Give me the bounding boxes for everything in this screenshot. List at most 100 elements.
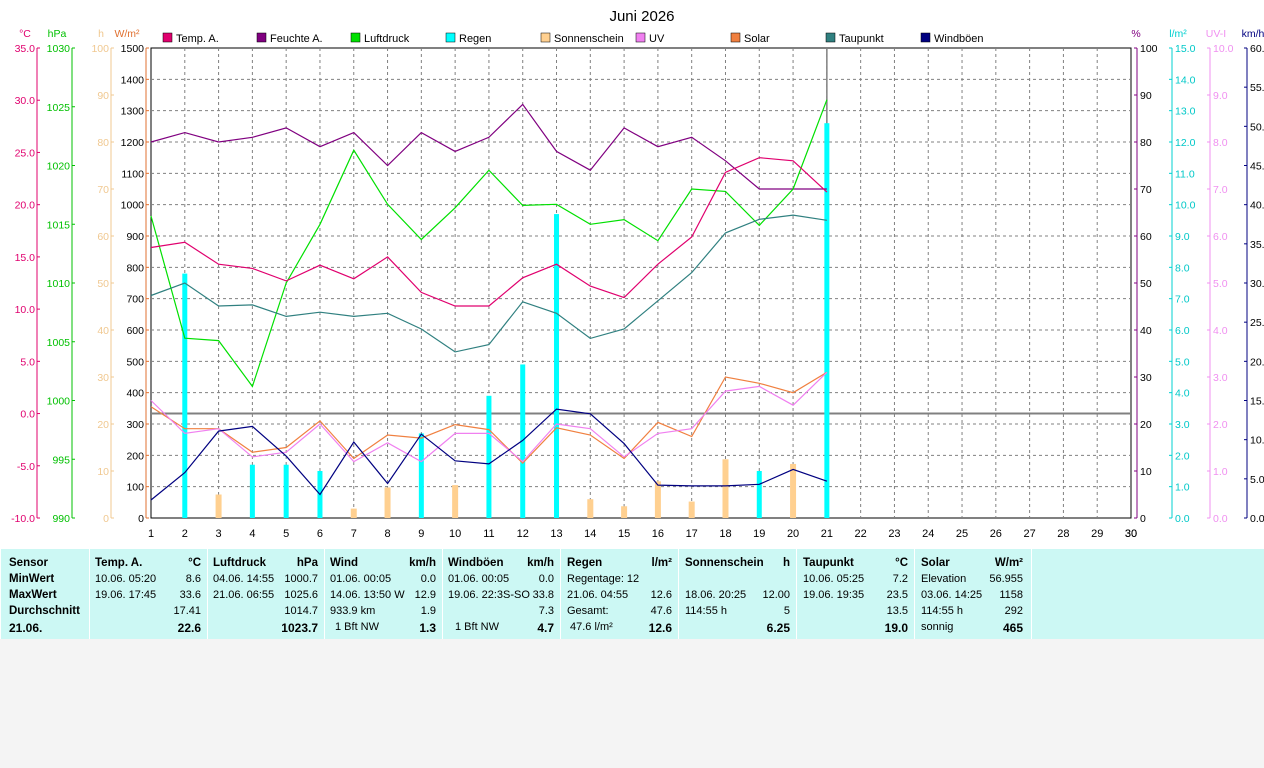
wind-min-value: 0.0 bbox=[420, 573, 436, 585]
stats-gusts: Windböen km/h 01.06. 00:05 0.0 19.06. 22… bbox=[442, 549, 560, 639]
sunshine-max-time: 18.06. 20:25 bbox=[685, 589, 747, 601]
y-tick-label: 10.0 bbox=[1213, 43, 1234, 55]
temp-min-value: 8.6 bbox=[185, 573, 201, 585]
y-tick-label: 1020 bbox=[47, 161, 71, 173]
y-tick-label: 70 bbox=[1140, 184, 1152, 196]
row-label-current: 21.06. bbox=[9, 621, 43, 635]
rain-current-label: 47.6 l/m² bbox=[570, 621, 613, 633]
solar-duration: 114:55 h bbox=[921, 605, 964, 617]
row-label-avg: Durchschnitt bbox=[9, 605, 80, 617]
solar-average: 292 bbox=[1004, 605, 1023, 617]
x-tick-label: 5 bbox=[283, 528, 289, 540]
y-tick-label: 10 bbox=[1140, 466, 1152, 478]
legend-label: Feuchte A. bbox=[270, 33, 323, 45]
rain-max-time: 21.06. 04:55 bbox=[567, 589, 629, 601]
x-tick-label: 13 bbox=[550, 528, 562, 540]
y-tick-label: 15.0 bbox=[1250, 396, 1264, 408]
x-tick-label: 21 bbox=[821, 528, 833, 540]
y-tick-label: 20 bbox=[97, 419, 109, 431]
stats-row-labels: Sensor MinWert MaxWert Durchschnitt 21.0… bbox=[0, 549, 89, 639]
y-tick-label: 9.0 bbox=[1175, 231, 1190, 243]
solar-unit: W/m² bbox=[994, 557, 1023, 569]
sunshine-max-value: 12.00 bbox=[762, 589, 790, 601]
dewpoint-min-time: 10.06. 05:25 bbox=[803, 573, 865, 585]
y-tick-label: 25.0 bbox=[1250, 317, 1264, 329]
sunshine-duration: 114:55 h bbox=[685, 605, 728, 617]
line-feuchte-a- bbox=[150, 103, 827, 190]
stats-empty bbox=[1031, 549, 1264, 639]
y-tick-label: 995 bbox=[52, 454, 70, 466]
chart-lines bbox=[150, 99, 828, 501]
y-tick-label: 50.0 bbox=[1250, 121, 1264, 133]
x-tick-label: 3 bbox=[216, 528, 222, 540]
y-tick-label: 45.0 bbox=[1250, 161, 1264, 173]
y-tick-label: 0 bbox=[103, 513, 109, 525]
temp-current: 22.6 bbox=[177, 621, 201, 635]
x-tick-label: 22 bbox=[855, 528, 867, 540]
x-tick-label: 25 bbox=[956, 528, 968, 540]
wind-current: 1.3 bbox=[419, 621, 436, 635]
wind-max-value: 12.9 bbox=[414, 589, 436, 601]
rain-current: 12.6 bbox=[648, 621, 672, 635]
y-tick-label: 8.0 bbox=[1213, 137, 1228, 149]
bar-sonnenschein bbox=[384, 487, 391, 518]
bar-sonnenschein bbox=[350, 508, 357, 518]
stats-solar: Solar W/m² Elevation 56.955 03.06. 14:25… bbox=[914, 549, 1031, 639]
bar-regen bbox=[486, 395, 492, 518]
pressure-min-value: 1000.7 bbox=[284, 573, 318, 585]
pressure-current: 1023.7 bbox=[281, 621, 318, 635]
y-tick-label: 35.0 bbox=[1250, 239, 1264, 251]
x-tick-label: 8 bbox=[384, 528, 390, 540]
y-tick-label: 6.0 bbox=[1213, 231, 1228, 243]
y-axis-unit-uvi: UV-I bbox=[1206, 28, 1226, 40]
solar-current: 465 bbox=[1002, 621, 1023, 635]
dewpoint-min-value: 7.2 bbox=[892, 573, 908, 585]
x-tick-label: 24 bbox=[922, 528, 934, 540]
solar-elevation-label: Elevation bbox=[921, 573, 967, 585]
legend-swatch bbox=[635, 32, 646, 43]
y-tick-label: 60 bbox=[1140, 231, 1152, 243]
y-tick-label: 30 bbox=[1140, 372, 1152, 384]
bar-regen bbox=[554, 214, 560, 519]
y-tick-label: 700 bbox=[126, 294, 144, 306]
y-tick-label: 60.0 bbox=[1250, 43, 1264, 55]
y-tick-label: 5.0 bbox=[1175, 356, 1190, 368]
y-tick-label: -5.0 bbox=[17, 461, 35, 473]
legend-swatch bbox=[445, 32, 456, 43]
y-tick-label: 80 bbox=[97, 137, 109, 149]
y-tick-label: 1030 bbox=[47, 43, 71, 55]
y-tick-label: 30.0 bbox=[15, 95, 36, 107]
y-tick-label: 10 bbox=[97, 466, 109, 478]
chart-grid bbox=[150, 47, 1132, 519]
y-tick-label: 90 bbox=[97, 90, 109, 102]
y-axis-unit-temp: °C bbox=[19, 28, 31, 40]
wind-min-time: 01.06. 00:05 bbox=[330, 573, 392, 585]
x-tick-label: 7 bbox=[351, 528, 357, 540]
sunshine-average: 5 bbox=[783, 605, 790, 617]
y-tick-label: 0.0 bbox=[1250, 513, 1264, 525]
x-tick-label: 17 bbox=[686, 528, 698, 540]
x-tick-label: 26 bbox=[990, 528, 1002, 540]
stats-wind: Wind km/h 01.06. 00:05 0.0 14.06. 13:50 … bbox=[324, 549, 442, 639]
y-tick-label: 35.0 bbox=[15, 43, 36, 55]
y-tick-label: 0.0 bbox=[1175, 513, 1190, 525]
y-tick-label: 2.0 bbox=[1175, 450, 1190, 462]
y-tick-label: -10.0 bbox=[11, 513, 35, 525]
y-tick-label: 1400 bbox=[121, 74, 145, 86]
legend-label: Luftdruck bbox=[364, 33, 410, 45]
bar-sonnenschein bbox=[215, 494, 222, 518]
legend-label: Sonnenschein bbox=[554, 33, 624, 45]
bar-sonnenschein bbox=[654, 481, 661, 518]
x-tick-label: 30 bbox=[1125, 528, 1137, 540]
x-tick-label: 14 bbox=[584, 528, 596, 540]
y-tick-label: 1000 bbox=[47, 396, 71, 408]
rain-unit: l/m² bbox=[651, 557, 672, 569]
x-tick-label: 27 bbox=[1023, 528, 1035, 540]
y-tick-label: 8.0 bbox=[1175, 262, 1190, 274]
y-tick-label: 2.0 bbox=[1213, 419, 1228, 431]
dewpoint-current: 19.0 bbox=[884, 621, 908, 635]
solar-title: Solar bbox=[921, 557, 950, 569]
x-tick-label: 30 bbox=[1125, 528, 1137, 540]
y-tick-label: 7.0 bbox=[1213, 184, 1228, 196]
y-tick-label: 300 bbox=[126, 419, 144, 431]
